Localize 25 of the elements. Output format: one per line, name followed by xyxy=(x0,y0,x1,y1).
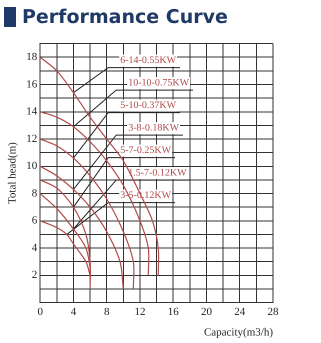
y-tick-label: 10 xyxy=(26,160,38,172)
x-tick-label: 8 xyxy=(104,306,110,318)
y-tick-label: 6 xyxy=(32,214,38,227)
x-axis-title: Capacity(m3/h) xyxy=(204,326,274,338)
y-tick-label: 8 xyxy=(32,187,38,200)
y-tick-label: 12 xyxy=(26,132,38,145)
y-tick-label: 18 xyxy=(26,51,38,64)
x-tick-label: 4 xyxy=(70,306,77,318)
x-tick-label: 12 xyxy=(134,306,146,318)
x-tick-label: 20 xyxy=(200,306,212,318)
text: 10-10-0.75KW xyxy=(128,78,190,89)
x-tick-label: 0 xyxy=(37,306,44,318)
y-tick-label: 14 xyxy=(26,106,38,118)
y-tick-label: 4 xyxy=(32,242,38,254)
text: 3-8-0.18KW xyxy=(128,122,180,134)
y-tick-label: 16 xyxy=(26,78,38,90)
x-tick-label: 16 xyxy=(168,306,180,318)
text: 6-14-0.55KW xyxy=(120,55,177,66)
text: 5-10-0.37KW xyxy=(120,100,177,112)
text: 5-7-0.25KW xyxy=(120,145,172,156)
y-tick-label: 2 xyxy=(32,269,38,282)
x-tick-label: 24 xyxy=(234,306,246,318)
chart-title: Performance Curve xyxy=(22,6,228,28)
y-axis-title: Total head(m) xyxy=(6,142,18,204)
x-tick-label: 28 xyxy=(268,306,279,318)
